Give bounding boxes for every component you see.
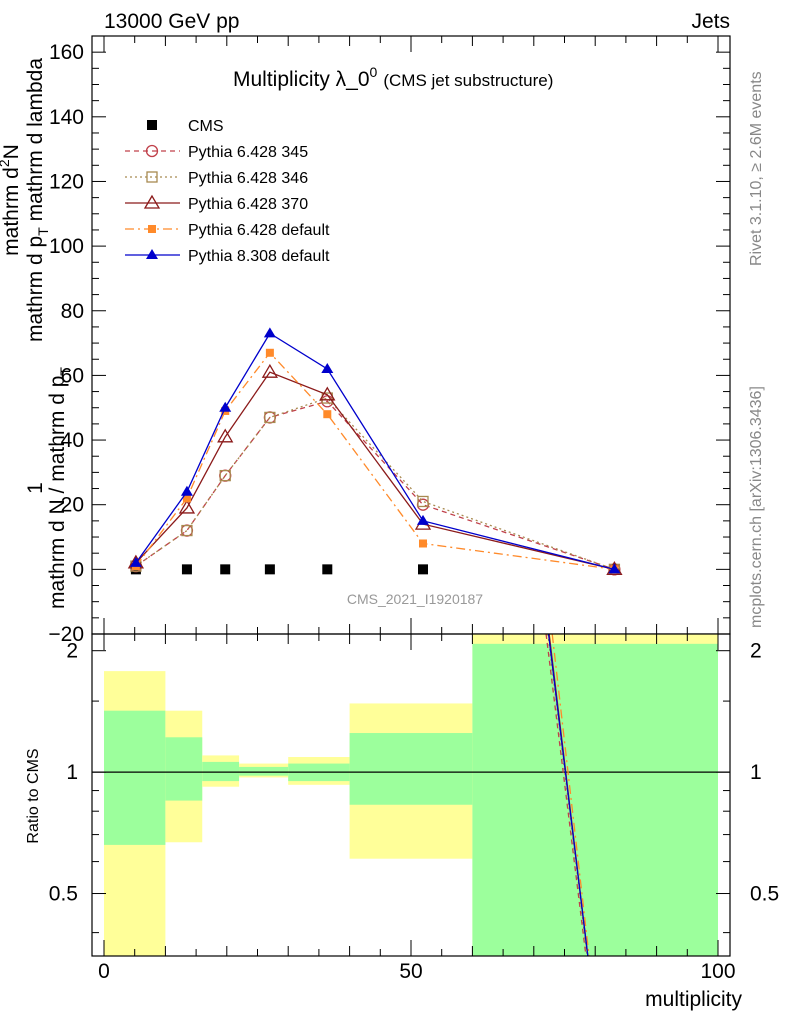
- ylabel-prefactor-numerator: 1: [24, 482, 47, 494]
- data-point: [261, 363, 279, 378]
- series-2: [130, 392, 621, 576]
- data-point: [181, 524, 193, 537]
- ratio-line: [547, 633, 589, 957]
- y-tick-label: 0: [72, 558, 84, 581]
- data-point: [220, 564, 231, 575]
- error-bands: [104, 634, 718, 956]
- series-0: [130, 564, 428, 575]
- legend-label: CMS: [188, 118, 224, 135]
- ylabel-prefactor-denominator: mathrm d N / mathrm d pT: [46, 367, 73, 609]
- ylabel-numerator: mathrm d2N: [0, 144, 23, 256]
- series-line: [135, 397, 615, 570]
- legend-label: Pythia 6.428 370: [188, 196, 308, 213]
- inner-band: [472, 643, 718, 956]
- data-point: [419, 539, 427, 548]
- data-point: [219, 401, 232, 412]
- mcplots-label: mcplots.cern.ch [arXiv:1306.3436]: [748, 386, 765, 628]
- legend-marker: [148, 225, 156, 233]
- data-point: [417, 495, 429, 508]
- legend-marker: [146, 171, 158, 183]
- xlabel: multiplicity: [645, 988, 742, 1011]
- x-tick-label: 100: [700, 960, 735, 983]
- data-point: [264, 564, 275, 575]
- y-tick-label: 20: [61, 494, 84, 517]
- legend-label: Pythia 8.308 default: [188, 248, 330, 265]
- inner-band: [202, 761, 240, 782]
- y-tick-label: 80: [61, 300, 84, 323]
- header-right: Jets: [691, 10, 730, 33]
- ratio-line: [551, 633, 590, 957]
- data-point: [178, 499, 196, 514]
- y-tick-label: 60: [61, 364, 84, 387]
- ratio-y-tick-label: 0.5: [49, 883, 78, 906]
- data-point: [416, 498, 430, 511]
- legend-label: Pythia 6.428 345: [188, 144, 308, 161]
- x-tick-label: 50: [399, 960, 422, 983]
- ratio-y-tick-label-right: 1: [750, 761, 762, 784]
- y-tick-label: 140: [49, 106, 84, 129]
- ratio-y-tick-label: 1: [66, 761, 78, 784]
- series-1: [129, 395, 621, 576]
- series-line: [135, 371, 615, 570]
- inner-band: [239, 766, 289, 776]
- data-point: [321, 392, 333, 404]
- data-point: [418, 564, 428, 575]
- series-4: [131, 348, 619, 574]
- legend-marker: [143, 194, 161, 209]
- data-point: [264, 411, 276, 424]
- inner-band: [165, 737, 203, 801]
- x-tick-label: 0: [98, 960, 110, 983]
- data-point: [322, 564, 333, 575]
- ylabel-denominator: mathrm d pT mathrm d lambda: [24, 58, 51, 342]
- data-point: [182, 494, 191, 503]
- ratio-y-tick-label-right: 2: [750, 640, 762, 663]
- legend-label: Pythia 6.428 default: [188, 222, 330, 239]
- main-plot: −20 0 20 40 60 80 100 120 140 160 CMS Pythia 6.428 …: [48, 35, 731, 646]
- series-5: [129, 327, 621, 574]
- plot-title: Multiplicity λ_00 (CMS jet substructure): [233, 64, 553, 91]
- series-line: [135, 351, 615, 570]
- y-tick-label: 120: [49, 170, 84, 193]
- legend-label: Pythia 6.428 346: [188, 170, 308, 187]
- legend-marker: [147, 120, 157, 130]
- header-left: 13000 GeV pp: [104, 10, 239, 33]
- inner-band: [104, 710, 166, 845]
- data-point: [219, 469, 231, 482]
- main-ylabel: 1 mathrm d N / mathrm d pT mathrm d2N ma…: [0, 58, 73, 609]
- data-point: [321, 362, 334, 373]
- ratio-y-tick-label: 2: [66, 640, 78, 663]
- data-point: [265, 348, 274, 357]
- ratio-plot: 0.5 0.5 1 1 2 2 0 50 100: [49, 633, 779, 983]
- rivet-label: Rivet 3.1.10, ≥ 2.6M events: [748, 71, 765, 266]
- ratio-line: [545, 633, 587, 957]
- data-point: [129, 556, 142, 567]
- series-line: [135, 400, 615, 570]
- legend-marker: [146, 249, 158, 259]
- series-3: [127, 363, 623, 576]
- ratio-y-tick-label-right: 0.5: [750, 883, 779, 906]
- y-tick-label: −20: [48, 623, 84, 646]
- y-tick-label: 40: [61, 429, 84, 452]
- data-point: [263, 327, 276, 338]
- data-point: [217, 428, 234, 443]
- data-point: [608, 563, 621, 574]
- ratio-ylabel: Ratio to CMS: [25, 748, 42, 843]
- data-point: [181, 564, 192, 575]
- data-point: [180, 524, 194, 537]
- data-point: [323, 410, 332, 419]
- legend: CMS Pythia 6.428 345 Pythia 6.428 346 Pythi…: [125, 118, 330, 265]
- legend-marker: [145, 144, 159, 158]
- data-point: [319, 386, 336, 401]
- data-point: [180, 485, 193, 496]
- data-point: [417, 514, 429, 525]
- watermark: CMS_2021_I1920187: [347, 591, 483, 607]
- inner-band: [349, 733, 473, 805]
- y-tick-label: 160: [49, 41, 84, 64]
- y-tick-label: 100: [49, 235, 84, 258]
